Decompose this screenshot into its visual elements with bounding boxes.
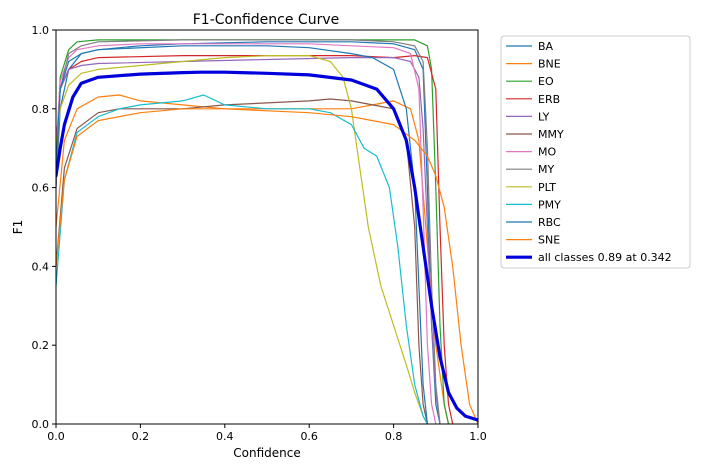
- legend: BA BNE EO ERB LY MMY MO MY PLT PMY RBC SNE all class…: [500, 35, 691, 269]
- x-tick-label: 0.8: [385, 430, 403, 443]
- y-axis-label: F1: [11, 220, 25, 235]
- series-line-eo: [56, 39, 450, 424]
- series-line-mo: [56, 43, 437, 424]
- legend-label: MO: [538, 146, 556, 159]
- legend-label: RBC: [538, 216, 561, 229]
- series-line-all-classes-0-89-at-0-342: [56, 70, 478, 422]
- chart-title: F1-Confidence Curve: [193, 12, 339, 28]
- plot-frame: [55, 29, 479, 425]
- y-tick-label: 1.0: [32, 24, 50, 37]
- legend-box: [500, 35, 691, 269]
- axis-ticks: 0.0 0.2 0.4 0.6 0.8 1.0 0.0 0.2 0.4 0.6 0.8 1.0: [32, 24, 487, 443]
- series-line-pmy: [56, 94, 428, 424]
- legend-label: all classes 0.89 at 0.342: [538, 251, 672, 264]
- legend-label: LY: [538, 110, 550, 123]
- series-lines: [56, 39, 478, 424]
- x-tick-label: 0.0: [47, 430, 65, 443]
- x-tick-label: 0.2: [132, 430, 150, 443]
- x-tick-label: 0.4: [216, 430, 234, 443]
- legend-label: PMY: [538, 198, 561, 211]
- series-line-sne: [56, 108, 478, 424]
- series-line-rbc: [56, 45, 428, 424]
- y-tick-label: 0.0: [32, 418, 50, 431]
- legend-label: PLT: [538, 181, 556, 194]
- legend-label: SNE: [538, 234, 560, 247]
- y-tick-label: 0.4: [32, 260, 50, 273]
- legend-label: MMY: [538, 128, 564, 141]
- legend-label: BNE: [538, 58, 561, 71]
- legend-label: BA: [538, 40, 554, 53]
- series-line-my: [56, 39, 441, 424]
- x-tick-label: 1.0: [469, 430, 487, 443]
- x-axis-label: Confidence: [233, 446, 300, 460]
- series-line-mmy: [56, 98, 428, 424]
- x-tick-label: 0.6: [300, 430, 318, 443]
- series-line-ba: [56, 41, 441, 424]
- y-tick-label: 0.6: [32, 182, 50, 195]
- y-tick-label: 0.8: [32, 103, 50, 116]
- legend-label: EO: [538, 75, 554, 88]
- series-line-erb: [56, 54, 454, 424]
- legend-label: MY: [538, 163, 554, 176]
- y-tick-label: 0.2: [32, 339, 50, 352]
- legend-label: ERB: [538, 93, 560, 106]
- series-line-plt: [56, 54, 428, 424]
